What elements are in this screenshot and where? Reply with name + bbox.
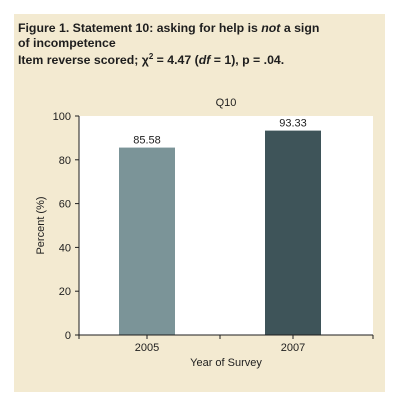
y-tick-label: 0 — [65, 330, 71, 342]
y-tick-label: 100 — [53, 111, 71, 123]
x-tick-label: 2005 — [135, 342, 159, 354]
bars: 85.58 93.33 — [119, 118, 321, 335]
chart-title: Q10 — [216, 97, 237, 109]
y-axis-label: Percent (%) — [35, 196, 47, 254]
bar-value-label: 93.33 — [279, 118, 307, 130]
caption-line-3: Item reverse scored; χ2 = 4.47 (df = 1),… — [18, 52, 285, 68]
y-tick-label: 60 — [59, 199, 71, 211]
bar-2007 — [265, 130, 321, 335]
x-axis-label: Year of Survey — [190, 357, 262, 369]
x-tick-label: 2007 — [281, 342, 305, 354]
bar-value-label: 85.58 — [133, 135, 161, 147]
bar-2005 — [119, 147, 175, 335]
y-tick-label: 80 — [59, 155, 71, 167]
x-axis-ticks: 2005 2007 — [78, 335, 374, 354]
y-tick-label: 40 — [59, 242, 71, 254]
caption-line-1: Figure 1. Statement 10: asking for help … — [18, 21, 320, 35]
figure-caption: Figure 1. Statement 10: asking for help … — [18, 21, 363, 68]
y-tick-label: 20 — [59, 286, 71, 298]
caption-line-2: of incompetence — [18, 35, 116, 50]
y-axis-ticks: 0 20 40 60 80 100 — [53, 111, 79, 342]
